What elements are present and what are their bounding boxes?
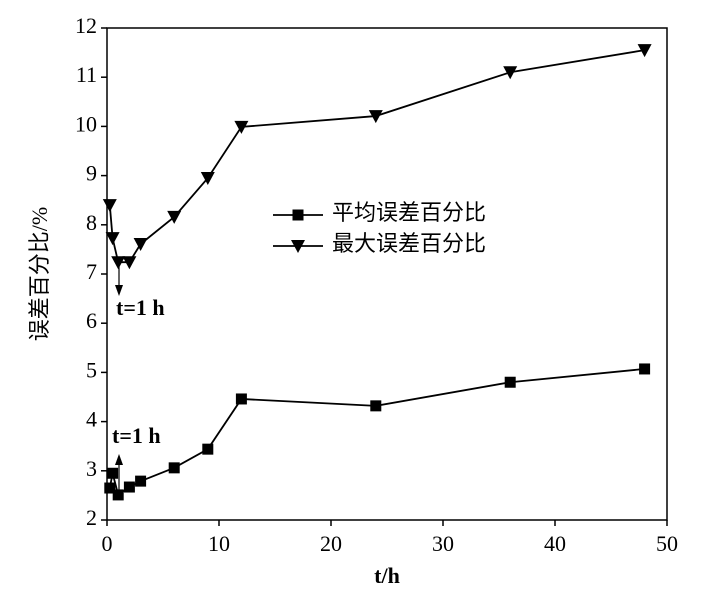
- marker: [104, 482, 116, 494]
- x-tick-label: 50: [656, 531, 678, 556]
- x-tick-label: 30: [432, 531, 454, 556]
- annotation: t=1 h: [116, 295, 165, 320]
- plot-frame: [106, 27, 668, 521]
- marker: [168, 462, 180, 474]
- x-tick-label: 40: [544, 531, 566, 556]
- legend-marker: [291, 240, 305, 253]
- x-tick-label: 0: [102, 531, 113, 556]
- y-tick-label: 11: [76, 62, 97, 87]
- marker: [370, 400, 382, 412]
- legend-label: 最大误差百分比: [332, 231, 486, 256]
- y-tick-label: 3: [86, 456, 97, 481]
- marker: [102, 199, 117, 213]
- y-tick-label: 7: [86, 259, 97, 284]
- annotation-arrowhead: [115, 454, 123, 465]
- y-tick-label: 8: [86, 210, 97, 235]
- y-tick-label: 2: [86, 505, 97, 530]
- marker: [639, 363, 651, 375]
- marker: [122, 256, 137, 270]
- legend-marker: [292, 209, 304, 221]
- marker: [503, 66, 518, 80]
- marker: [112, 489, 124, 501]
- x-axis-label: t/h: [374, 563, 400, 588]
- y-tick-label: 9: [86, 161, 97, 186]
- y-tick-label: 12: [75, 13, 97, 38]
- y-tick-label: 6: [86, 308, 97, 333]
- y-tick-label: 4: [86, 407, 97, 432]
- legend-label: 平均误差百分比: [332, 200, 486, 225]
- marker: [368, 110, 383, 124]
- y-axis-label: 误差百分比/%: [27, 207, 52, 341]
- marker: [105, 232, 120, 246]
- marker: [234, 120, 249, 134]
- marker: [200, 172, 215, 186]
- marker: [202, 443, 214, 455]
- marker: [637, 44, 652, 58]
- y-tick-label: 5: [86, 357, 97, 382]
- marker: [133, 237, 148, 251]
- marker: [504, 376, 516, 388]
- y-tick-label: 10: [75, 111, 97, 136]
- marker: [111, 256, 126, 270]
- marker: [235, 393, 247, 405]
- annotation: t=1 h: [112, 423, 161, 448]
- marker: [167, 210, 182, 224]
- x-tick-label: 20: [320, 531, 342, 556]
- marker: [107, 467, 119, 479]
- marker: [123, 481, 135, 493]
- x-tick-label: 10: [208, 531, 230, 556]
- annotation-arrowhead: [115, 285, 123, 296]
- series-line: [108, 368, 645, 497]
- marker: [135, 475, 147, 487]
